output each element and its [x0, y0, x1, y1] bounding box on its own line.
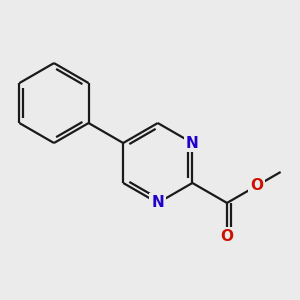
Text: N: N: [186, 136, 199, 151]
Text: O: O: [220, 230, 233, 244]
Text: O: O: [250, 178, 263, 194]
Text: N: N: [152, 195, 164, 210]
